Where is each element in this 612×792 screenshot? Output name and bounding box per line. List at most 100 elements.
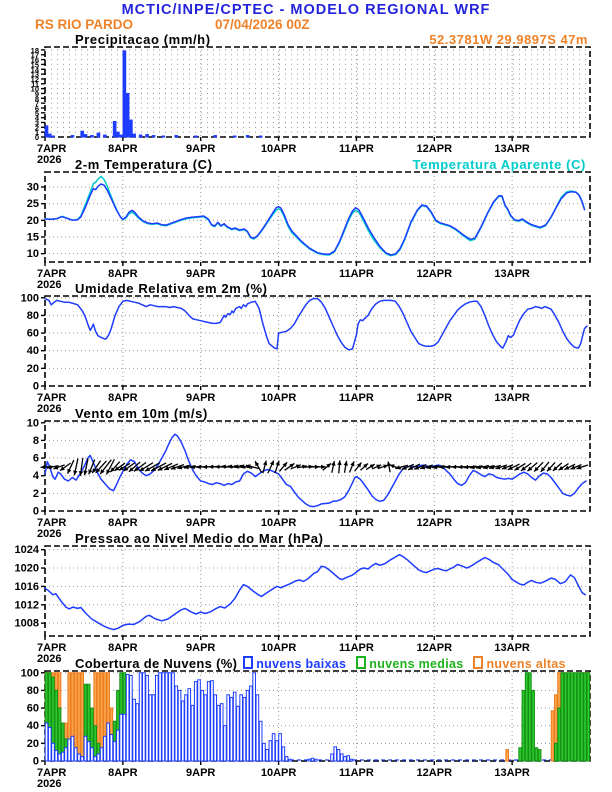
svg-text:9APR: 9APR [186, 767, 215, 779]
cloud-legend-row: Cobertura de Nuvens (%) nuvens baixas nuve… [75, 656, 576, 671]
svg-text:40: 40 [27, 345, 39, 357]
svg-text:80: 80 [27, 310, 39, 322]
legend-mid-clouds-label: nuvens medias [369, 657, 464, 671]
svg-text:5: 5 [35, 109, 39, 118]
high-clouds-swatch-icon [473, 656, 484, 669]
svg-text:7APR: 7APR [37, 517, 66, 529]
svg-text:11APR: 11APR [339, 392, 374, 404]
svg-text:8APR: 8APR [108, 143, 137, 155]
svg-text:60: 60 [27, 328, 39, 340]
svg-text:2: 2 [35, 123, 39, 132]
svg-text:8APR: 8APR [108, 517, 137, 529]
svg-text:10APR: 10APR [261, 268, 297, 280]
svg-text:9APR: 9APR [186, 143, 215, 155]
svg-text:30: 30 [27, 182, 39, 194]
precipitation-plot: 01234567891011121314151617187APR20268APR… [31, 46, 591, 165]
svg-text:10: 10 [27, 248, 39, 260]
svg-text:11APR: 11APR [339, 268, 374, 280]
legend-low-clouds: nuvens baixas [243, 656, 346, 671]
svg-text:15: 15 [31, 60, 39, 69]
svg-text:12APR: 12APR [417, 517, 453, 529]
svg-text:0: 0 [33, 506, 39, 518]
svg-text:25: 25 [27, 198, 39, 210]
svg-text:100: 100 [21, 292, 39, 304]
svg-text:12: 12 [31, 75, 39, 84]
svg-text:6: 6 [35, 104, 39, 113]
mid-clouds-swatch-icon [356, 656, 367, 669]
svg-text:8APR: 8APR [108, 268, 137, 280]
svg-text:7APR: 7APR [37, 767, 66, 779]
svg-text:2026: 2026 [37, 403, 61, 414]
svg-text:40: 40 [27, 720, 39, 732]
svg-text:8APR: 8APR [108, 642, 137, 654]
svg-text:20: 20 [27, 738, 39, 750]
svg-text:2026: 2026 [37, 154, 61, 165]
svg-text:4: 4 [33, 470, 40, 482]
svg-text:8APR: 8APR [108, 392, 137, 404]
svg-text:7APR: 7APR [37, 392, 66, 404]
panel-title-clouds: Cobertura de Nuvens (%) [75, 656, 238, 671]
svg-text:12APR: 12APR [417, 143, 453, 155]
model-title: MCTIC/INPE/CPTEC - MODELO REGIONAL WRF [121, 2, 491, 18]
svg-text:10: 10 [27, 417, 39, 429]
svg-text:2026: 2026 [37, 778, 61, 789]
svg-text:10APR: 10APR [261, 143, 297, 155]
svg-text:20: 20 [27, 215, 39, 227]
svg-text:3: 3 [35, 118, 39, 127]
panel-title-apparent-temperature: Temperatura Aparente (C) [412, 157, 586, 172]
svg-text:1024: 1024 [15, 544, 40, 556]
panel-title-pressure: Pressao ao Nivel Medio do Mar (hPa) [75, 531, 324, 546]
panel-title-temperature: 2-m Temperatura (C) [75, 157, 213, 172]
svg-text:6: 6 [33, 453, 39, 465]
svg-text:1: 1 [35, 128, 39, 137]
svg-text:7: 7 [35, 99, 39, 108]
svg-text:11: 11 [31, 80, 39, 89]
svg-text:1020: 1020 [15, 563, 39, 575]
svg-text:13APR: 13APR [494, 767, 530, 779]
svg-text:14: 14 [31, 65, 40, 74]
svg-text:10APR: 10APR [261, 642, 297, 654]
svg-text:11APR: 11APR [339, 642, 374, 654]
low-clouds-swatch-icon [243, 656, 254, 669]
svg-text:0: 0 [33, 756, 39, 768]
svg-text:7APR: 7APR [37, 268, 66, 280]
svg-text:10APR: 10APR [261, 517, 297, 529]
svg-text:9APR: 9APR [186, 517, 215, 529]
legend-high-clouds: nuvens altas [473, 656, 566, 671]
svg-text:11APR: 11APR [339, 767, 374, 779]
svg-text:13: 13 [31, 70, 39, 79]
svg-text:9: 9 [35, 89, 39, 98]
svg-text:10APR: 10APR [261, 767, 297, 779]
svg-text:13APR: 13APR [494, 143, 530, 155]
svg-text:13APR: 13APR [494, 517, 530, 529]
svg-text:4: 4 [35, 114, 40, 123]
svg-text:2026: 2026 [37, 279, 61, 290]
svg-text:11APR: 11APR [339, 517, 374, 529]
svg-text:13APR: 13APR [494, 642, 530, 654]
svg-text:13APR: 13APR [494, 392, 530, 404]
station-name: RS RIO PARDO [35, 17, 134, 32]
svg-text:1012: 1012 [15, 599, 39, 611]
svg-text:18: 18 [31, 46, 39, 55]
svg-text:12APR: 12APR [417, 392, 453, 404]
svg-text:8: 8 [33, 435, 39, 447]
svg-text:10: 10 [31, 85, 39, 94]
legend-mid-clouds: nuvens medias [356, 656, 464, 671]
svg-text:13APR: 13APR [494, 268, 530, 280]
svg-text:15: 15 [27, 232, 39, 244]
svg-text:12APR: 12APR [417, 767, 453, 779]
svg-text:7APR: 7APR [37, 642, 66, 654]
svg-text:80: 80 [27, 685, 39, 697]
svg-text:16: 16 [31, 56, 39, 65]
run-datetime: 07/04/2026 00Z [215, 17, 310, 32]
svg-text:2026: 2026 [37, 528, 61, 539]
svg-text:20: 20 [27, 363, 39, 375]
svg-text:8: 8 [35, 94, 39, 103]
svg-text:17: 17 [31, 51, 39, 60]
svg-text:12APR: 12APR [417, 642, 453, 654]
panel-title-precipitation: Precipitacao (mm/h) [75, 32, 211, 47]
svg-text:12APR: 12APR [417, 268, 453, 280]
svg-text:1016: 1016 [15, 581, 39, 593]
